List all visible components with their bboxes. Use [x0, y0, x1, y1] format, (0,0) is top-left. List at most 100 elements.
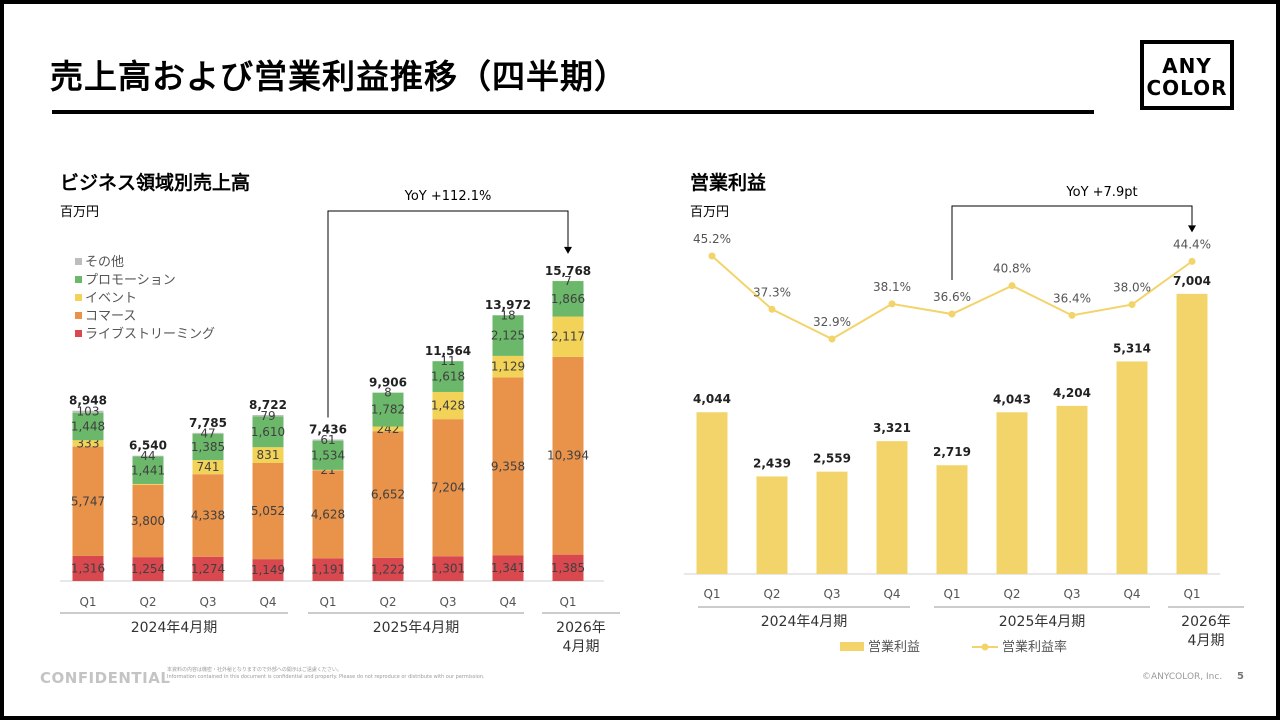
revenue-yoy-bracket [327, 210, 569, 418]
revenue-group-label: 2026年 [556, 620, 606, 636]
profit-x-tick: Q4 [1123, 587, 1140, 601]
revenue-segment-label: 1,191 [311, 563, 345, 577]
revenue-yoy-arrowhead [564, 246, 572, 254]
profit-bar-label: 5,314 [1113, 341, 1151, 355]
revenue-total-label: 8,722 [249, 398, 287, 412]
revenue-total-label: 9,906 [369, 375, 407, 389]
revenue-segment-label: 61 [320, 433, 335, 447]
revenue-bar-segment [132, 557, 164, 581]
profit-margin-point [948, 310, 956, 318]
revenue-bar-segment [372, 431, 404, 558]
logo-line-2: COLOR [1146, 76, 1228, 100]
revenue-yoy-label: YoY +112.1% [404, 189, 492, 204]
revenue-bar-segment [72, 440, 104, 447]
profit-margin-label: 37.3% [753, 285, 791, 299]
revenue-segment-label: 2,117 [551, 330, 585, 344]
revenue-legend-label: コマース [85, 309, 136, 324]
profit-margin-point [768, 305, 776, 313]
revenue-bar-segment [492, 377, 524, 556]
profit-x-tick: Q2 [763, 587, 780, 601]
revenue-total-label: 7,785 [189, 416, 227, 430]
profit-legend-bar-swatch [840, 642, 864, 651]
revenue-legend-swatch [75, 294, 82, 301]
revenue-bar-segment [492, 355, 524, 378]
operating-profit-chart: 4,044 Q1 2,439 Q2 2,559 Q3 3,321 Q4 2,719 Q1 4,043… [684, 185, 1244, 655]
profit-x-tick: Q3 [823, 587, 840, 601]
revenue-bar-segment [312, 558, 344, 581]
revenue-bar-segment [132, 456, 164, 484]
revenue-segment-label: 1,610 [251, 425, 285, 439]
confidential-mark: CONFIDENTIAL [40, 669, 171, 687]
anycolor-logo: ANY COLOR [1140, 40, 1234, 110]
revenue-segment-label: 1,782 [371, 403, 405, 417]
profit-margin-label: 38.1% [873, 280, 911, 294]
profit-bar-label: 3,321 [873, 421, 911, 435]
revenue-x-tick: Q3 [199, 595, 216, 609]
revenue-segment-label: 1,341 [491, 561, 525, 575]
revenue-legend-label: その他 [85, 255, 124, 270]
revenue-bar-segment [552, 356, 584, 555]
revenue-segment-label: 5,052 [251, 504, 285, 518]
revenue-bar-segment [312, 470, 344, 559]
revenue-segment-label: 5,747 [71, 494, 105, 508]
fine-print-line-1: 本資料の内容は機密・社外秘となりますので外部への開示はご遠慮ください。 [167, 667, 342, 673]
revenue-segment-label: 1,385 [551, 561, 585, 575]
profit-bar [1116, 361, 1148, 574]
revenue-group-label: 2024年4月期 [131, 620, 218, 636]
profit-margin-point [708, 252, 716, 260]
revenue-bar-segment [432, 361, 464, 392]
revenue-segment-label: 7,204 [431, 481, 465, 495]
revenue-segment-label: 1,254 [131, 562, 165, 576]
revenue-bar-segment [132, 455, 164, 457]
title-underline [52, 110, 1094, 114]
profit-x-tick: Q1 [703, 587, 720, 601]
revenue-legend-swatch [75, 312, 82, 319]
revenue-chart-unit: 百万円 [60, 205, 100, 220]
revenue-bar-segment [492, 315, 524, 356]
revenue-segment-label: 1,385 [191, 440, 225, 454]
revenue-x-tick: Q4 [499, 595, 516, 609]
revenue-x-tick: Q1 [559, 595, 576, 609]
profit-bar-label: 4,204 [1053, 386, 1091, 400]
profit-x-tick: Q3 [1063, 587, 1080, 601]
profit-margin-point [1188, 257, 1196, 265]
profit-bar-label: 7,004 [1173, 274, 1211, 288]
revenue-bar-segment [552, 316, 584, 357]
revenue-segment-label: 47 [200, 426, 215, 440]
profit-margin-point [828, 335, 836, 343]
revenue-stacked-bar-chart: 1,3165,7473331,4481038,948Q11,2543,8001,… [60, 189, 620, 655]
revenue-segment-label: 1,149 [251, 563, 285, 577]
revenue-bar-segment [492, 555, 524, 581]
revenue-bar-segment [252, 415, 284, 417]
profit-legend-bar-label: 営業利益 [868, 639, 920, 655]
profit-bar-label: 2,559 [813, 452, 851, 466]
profit-x-tick: Q1 [1183, 587, 1200, 601]
profit-yoy-label: YoY +7.9pt [1065, 185, 1137, 200]
revenue-legend-swatch [75, 330, 82, 337]
revenue-bar-segment [372, 392, 404, 427]
revenue-bar-segment [432, 391, 464, 420]
revenue-group-label: 2025年4月期 [373, 620, 460, 636]
profit-chart-unit: 百万円 [690, 205, 730, 220]
revenue-segment-label: 44 [140, 449, 155, 463]
profit-margin-point [888, 300, 896, 308]
revenue-total-label: 6,540 [129, 439, 167, 453]
revenue-segment-label: 1,222 [371, 562, 405, 576]
revenue-segment-label: 1,316 [71, 561, 105, 575]
revenue-legend-label: プロモーション [85, 273, 176, 288]
revenue-legend-label: イベント [85, 291, 137, 306]
profit-bar [996, 412, 1028, 574]
revenue-segment-label: 4,628 [311, 507, 345, 521]
revenue-segment-label: 4,338 [191, 508, 225, 522]
revenue-x-tick: Q4 [259, 595, 276, 609]
revenue-bar-segment [192, 432, 224, 434]
revenue-chart-title: ビジネス領域別売上高 [60, 172, 251, 194]
revenue-bar-segment [192, 460, 224, 475]
revenue-segment-label: 79 [260, 409, 275, 423]
revenue-segment-label: 1,441 [131, 463, 165, 477]
page-title: 売上高および営業利益推移（四半期） [50, 57, 628, 96]
fine-print: 本資料の内容は機密・社外秘となりますので外部への開示はご遠慮ください。 Info… [167, 667, 485, 681]
revenue-total-label: 7,436 [309, 423, 347, 437]
revenue-bar-segment [372, 426, 404, 432]
revenue-bar-segment [432, 419, 464, 557]
